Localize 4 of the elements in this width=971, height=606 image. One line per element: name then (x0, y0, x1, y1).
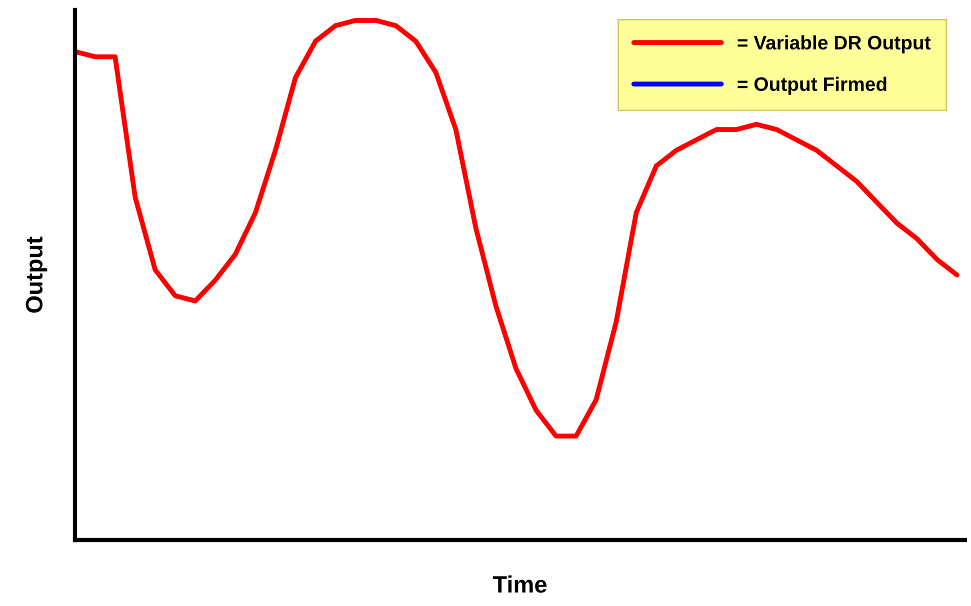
legend-label: = Variable DR Output (738, 35, 931, 54)
x-axis-title: Time (492, 575, 547, 593)
y-axis-title: Output (26, 236, 48, 313)
legend-label: = Output Firmed (738, 76, 886, 95)
